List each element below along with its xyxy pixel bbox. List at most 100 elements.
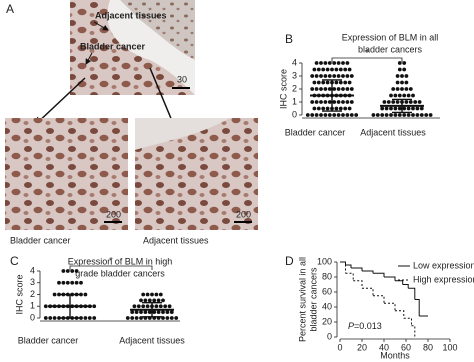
dot — [347, 80, 352, 85]
dot — [343, 67, 348, 72]
dot — [143, 310, 148, 315]
dot-row — [312, 67, 352, 72]
dot — [52, 316, 57, 320]
chart-title: Expression of BLM in high — [68, 256, 173, 266]
dot — [52, 292, 57, 297]
image-label: Adjacent tissues — [95, 10, 167, 20]
dot — [314, 100, 319, 104]
panel-label: B — [285, 32, 293, 46]
dot — [319, 74, 323, 78]
dot — [319, 100, 323, 104]
arrow — [93, 21, 109, 31]
dot — [92, 316, 97, 320]
dot — [349, 74, 354, 78]
x-tick-label: 20 — [357, 342, 367, 352]
dot — [156, 310, 161, 315]
x-tick-label: 100 — [442, 342, 457, 352]
dot — [169, 310, 174, 315]
x-tick-label: Bladder cancer — [18, 335, 79, 345]
dot — [411, 93, 415, 98]
survival-step — [373, 272, 385, 277]
survival-step — [353, 280, 363, 289]
significance-bracket — [331, 57, 403, 62]
dot — [345, 61, 350, 65]
annotation-italic: P — [348, 321, 354, 331]
dot — [165, 316, 170, 320]
dot — [161, 316, 165, 320]
dot — [319, 61, 323, 65]
dot — [310, 113, 315, 117]
survival-step — [414, 299, 420, 316]
dot — [134, 316, 139, 320]
dot — [354, 113, 359, 117]
dot-row — [130, 310, 174, 315]
dot — [141, 292, 146, 297]
dot — [402, 93, 407, 98]
dot — [400, 87, 404, 91]
legend-label: High expression — [413, 274, 474, 284]
dot — [48, 316, 53, 320]
dot-row — [395, 80, 409, 85]
y-tick-label: 2 — [292, 83, 297, 93]
dot — [408, 100, 413, 104]
x-tick-label: 40 — [379, 342, 389, 352]
dot — [316, 106, 321, 111]
survival-step — [345, 264, 352, 268]
dot — [312, 106, 317, 111]
dot — [130, 316, 135, 320]
dot — [327, 61, 332, 65]
dot — [428, 113, 433, 117]
dot-row — [57, 280, 83, 285]
dot — [150, 292, 154, 297]
dot — [404, 74, 409, 78]
panel-label: D — [285, 254, 294, 268]
micrograph-top — [70, 0, 195, 95]
dot — [130, 310, 135, 315]
dot — [404, 100, 409, 104]
sd-bar — [322, 79, 342, 112]
dot — [325, 106, 330, 111]
dot — [375, 113, 380, 117]
y-tick-label: 1 — [30, 301, 35, 311]
image-caption: Bladder cancer — [10, 235, 71, 245]
dot — [312, 80, 317, 85]
dot — [147, 298, 152, 303]
dot — [334, 80, 339, 85]
dot — [380, 113, 385, 117]
y-tick-label: 0 — [292, 109, 297, 119]
y-tick-label: 100 — [317, 256, 332, 266]
dot — [397, 106, 402, 111]
dot — [79, 292, 83, 297]
dot — [395, 100, 400, 104]
x-tick-label: Adjacent tissues — [119, 335, 185, 345]
dot — [83, 292, 88, 297]
dot — [125, 316, 130, 320]
dot-row — [312, 106, 352, 111]
dot — [332, 74, 337, 78]
y-tick-label: 0 — [30, 312, 35, 322]
survival-step — [340, 261, 346, 274]
dot — [323, 113, 328, 117]
dot — [349, 87, 354, 91]
dot — [395, 74, 400, 78]
image-label: Bladder cancer — [80, 41, 146, 51]
dot-row — [132, 304, 172, 309]
survival-step — [345, 272, 354, 281]
dot — [404, 80, 409, 85]
dot — [380, 106, 385, 111]
dot — [330, 67, 334, 72]
survival-step — [408, 287, 416, 300]
y-tick-label: 40 — [322, 301, 332, 311]
dot — [332, 87, 337, 91]
dot — [310, 87, 315, 91]
dot — [323, 74, 328, 78]
dot — [419, 106, 424, 111]
dot — [57, 292, 61, 297]
dot-row — [310, 74, 354, 78]
image-caption: Adjacent tissues — [143, 235, 209, 245]
dot — [165, 310, 170, 315]
dot — [347, 106, 352, 111]
y-tick-label: 3 — [292, 70, 297, 80]
dot — [336, 61, 341, 65]
